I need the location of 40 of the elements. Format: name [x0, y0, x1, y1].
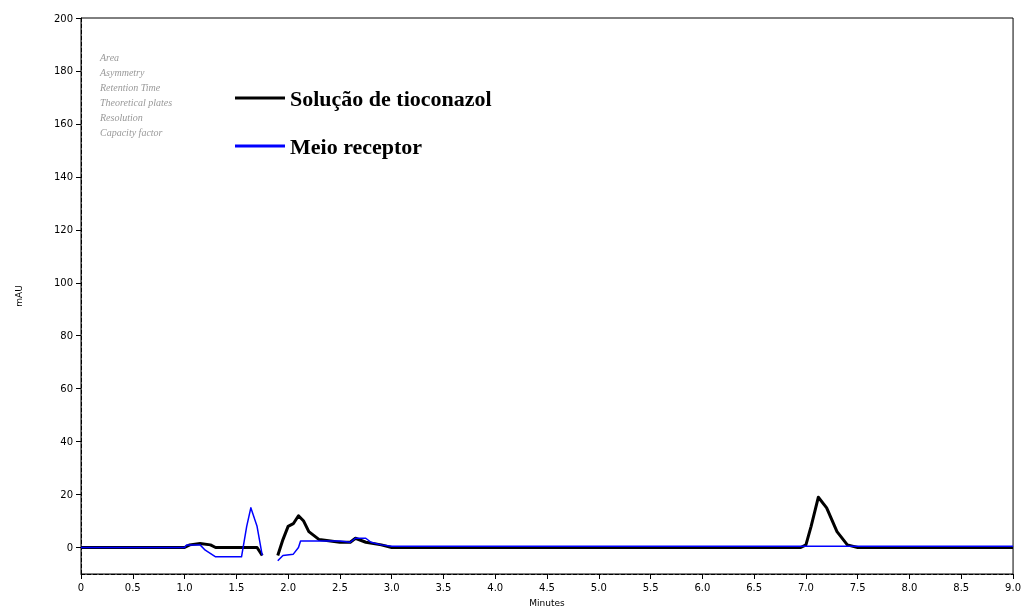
x-tick-label: 1.0: [176, 581, 193, 593]
x-tick-label: 7.5: [849, 581, 866, 593]
y-tick-label: 140: [53, 171, 73, 183]
annotation: Theoretical plates: [100, 96, 173, 108]
x-tick-label: 9.0: [1005, 581, 1021, 593]
x-tick-label: 7.0: [797, 581, 814, 593]
x-tick-label: 2.0: [280, 581, 297, 593]
y-tick-label: 20: [60, 489, 73, 501]
annotation: Asymmetry: [99, 66, 145, 78]
y-tick-label: 80: [60, 330, 73, 342]
x-tick-label: 0: [77, 581, 85, 593]
annotation: Capacity factor: [100, 126, 163, 138]
legend-label: Meio receptor: [290, 133, 423, 159]
y-tick-label: 200: [53, 12, 73, 24]
y-tick-label: 100: [53, 277, 73, 289]
y-tick-label: 0: [66, 542, 73, 554]
x-tick-label: 6.0: [694, 581, 711, 593]
y-tick-label: 60: [60, 383, 73, 395]
x-tick-label: 4.0: [487, 581, 504, 593]
x-tick-label: 2.5: [331, 581, 348, 593]
annotation: Resolution: [99, 111, 143, 123]
x-tick-label: 6.5: [746, 581, 763, 593]
legend-label: Solução de tioconazol: [290, 85, 492, 111]
y-axis-title: mAU: [13, 285, 24, 307]
x-tick-label: 8.5: [953, 581, 970, 593]
annotation: Retention Time: [99, 81, 161, 93]
x-axis-title: Minutes: [529, 597, 566, 608]
x-tick-label: 3.5: [435, 581, 452, 593]
x-tick-label: 1.5: [228, 581, 245, 593]
x-tick-label: 0.5: [124, 581, 141, 593]
x-tick-label: 3.0: [383, 581, 400, 593]
annotation: Area: [99, 51, 120, 63]
x-tick-label: 5.0: [590, 581, 607, 593]
x-tick-label: 4.5: [539, 581, 555, 593]
y-tick-label: 40: [60, 436, 73, 448]
y-tick-label: 180: [53, 65, 73, 77]
x-tick-label: 5.5: [642, 581, 659, 593]
y-tick-label: 120: [53, 224, 73, 236]
x-tick-label: 8.0: [901, 581, 918, 593]
y-tick-label: 160: [53, 118, 73, 130]
